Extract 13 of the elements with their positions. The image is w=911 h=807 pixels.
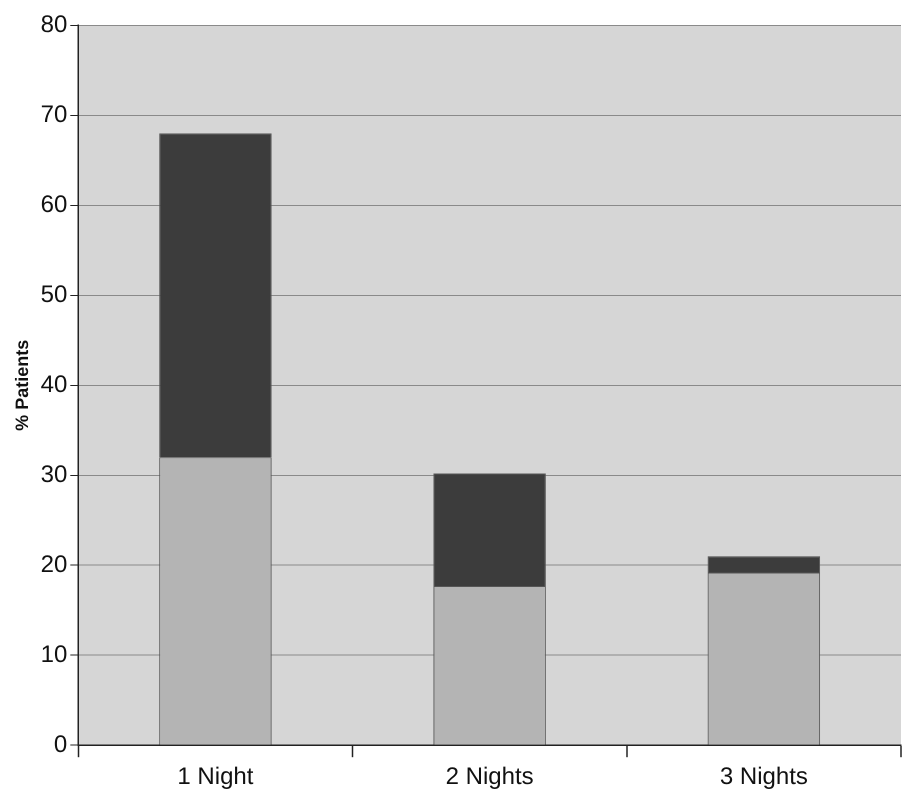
y-tick-label: 80 [40,11,68,38]
y-tick-label: 0 [54,730,68,758]
x-tick-label: 2 Nights [446,763,534,790]
y-tick-label: 60 [40,190,68,218]
x-tick-label: 3 Nights [720,763,808,790]
y-tick-label: 30 [40,460,68,488]
x-tick-label: 1 Night [177,763,254,790]
y-tick-label: 20 [40,550,68,578]
y-tick-label: 70 [40,101,68,128]
y-tick-label: 40 [40,370,68,398]
y-tick-label: 50 [40,280,68,308]
y-tick-label: 10 [40,640,68,668]
y-axis-title: % Patients [12,340,32,431]
